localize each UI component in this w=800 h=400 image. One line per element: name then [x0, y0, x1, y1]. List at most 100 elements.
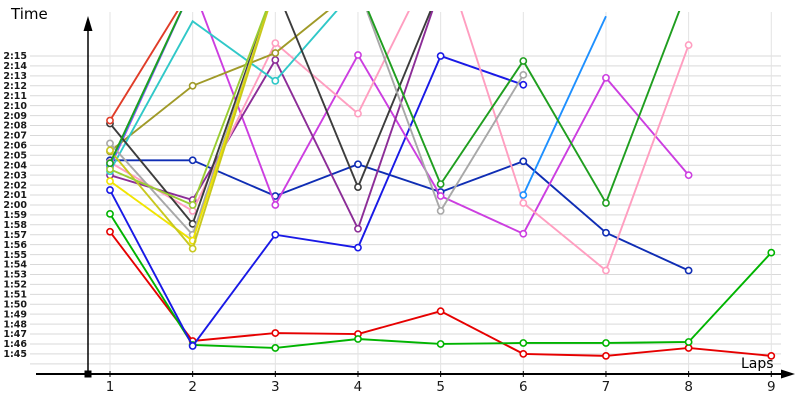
- series-line-black: [109, 11, 432, 226]
- data-point-pink-lap6: [519, 199, 528, 207]
- data-point-blue-lap1: [106, 186, 114, 194]
- x-tick-label-8: 8: [684, 379, 693, 395]
- data-point-gray-lap6: [519, 70, 528, 79]
- y-axis-arrow-icon: [83, 16, 93, 31]
- y-axis-title: Time: [11, 5, 48, 23]
- y-tick-label-1:50: 1:50: [3, 299, 27, 310]
- x-tick-label-4: 4: [354, 379, 363, 395]
- data-point-darkgreen-lap1: [106, 159, 114, 168]
- data-point-blue-lap3: [271, 230, 280, 239]
- data-point-red-lap3: [271, 329, 280, 337]
- data-point-skyblue-lap6: [519, 191, 528, 199]
- data-point-olive-lap2: [188, 81, 197, 90]
- x-tick-label-2: 2: [188, 379, 197, 395]
- data-point-green-lap7: [602, 339, 610, 347]
- data-point-navy-lap8: [684, 266, 693, 275]
- y-tick-label-1:45: 1:45: [3, 349, 27, 360]
- y-tick-label-2:09: 2:09: [3, 111, 27, 122]
- x-axis-arrow-icon: [781, 369, 795, 379]
- y-tick-label-1:53: 1:53: [3, 270, 27, 281]
- data-point-pink-lap4: [354, 109, 362, 118]
- y-tick-label-1:49: 1:49: [3, 309, 27, 320]
- y-tick-label-2:13: 2:13: [3, 71, 27, 82]
- y-tick-label-2:05: 2:05: [3, 151, 27, 162]
- data-point-magenta-lap5: [436, 192, 445, 200]
- data-point-magenta-lap6: [519, 229, 528, 238]
- data-point-orange-lap1: [106, 116, 114, 125]
- series-line-orange: [109, 11, 179, 122]
- data-point-red-lap6: [519, 349, 528, 358]
- series-line-darkgreen: [109, 11, 681, 206]
- series-line-blue: [109, 54, 524, 348]
- x-tick-label-9: 9: [767, 379, 776, 395]
- series-line-olive: [109, 11, 330, 153]
- y-tick-label-2:10: 2:10: [3, 101, 27, 112]
- y-tick-label-1:58: 1:58: [3, 220, 27, 231]
- y-tick-label-1:54: 1:54: [3, 260, 27, 271]
- data-point-purple-lap3: [271, 56, 280, 64]
- x-tick-label-1: 1: [106, 379, 115, 395]
- series-line-skyblue: [109, 11, 183, 166]
- y-tick-label-1:46: 1:46: [3, 339, 27, 350]
- data-point-gold-lap2: [188, 244, 197, 253]
- y-tick-label-2:14: 2:14: [3, 61, 27, 72]
- y-tick-label-2:03: 2:03: [3, 170, 27, 181]
- data-point-blue-lap5: [436, 52, 445, 60]
- y-tick-label-2:08: 2:08: [3, 121, 27, 132]
- axis-origin-marker: [84, 370, 92, 378]
- y-tick-label-1:48: 1:48: [3, 319, 27, 330]
- data-point-navy-lap7: [602, 228, 610, 237]
- data-point-magenta-lap7: [602, 73, 610, 82]
- data-point-green-lap3: [271, 344, 280, 352]
- y-tick-label-2:04: 2:04: [3, 160, 27, 171]
- data-point-darkgreen-lap5: [436, 180, 445, 188]
- data-point-magenta-lap8: [684, 171, 693, 180]
- data-point-black-lap4: [354, 183, 362, 191]
- data-point-gold-lap1: [106, 146, 114, 155]
- data-point-magenta-lap4: [354, 51, 362, 59]
- data-point-green-lap5: [436, 340, 445, 348]
- x-tick-label-6: 6: [519, 379, 528, 395]
- y-tick-label-2:11: 2:11: [3, 91, 27, 102]
- data-point-green-lap6: [519, 339, 528, 347]
- data-point-blue-lap4: [354, 243, 362, 252]
- data-point-blue-lap6: [519, 80, 528, 89]
- x-axis-title: Laps: [741, 356, 774, 372]
- data-point-darkgreen-lap6: [519, 57, 528, 65]
- y-tick-label-2:02: 2:02: [3, 180, 27, 191]
- x-tick-label-3: 3: [271, 379, 280, 395]
- data-point-darkgreen-lap7: [602, 199, 610, 207]
- data-point-navy-lap6: [519, 157, 528, 166]
- y-tick-label-2:06: 2:06: [3, 141, 27, 152]
- data-point-purple-lap4: [354, 224, 362, 233]
- data-point-lightgreen-lap2: [188, 201, 197, 209]
- data-point-red-lap7: [602, 351, 610, 360]
- series-line-cyan: [109, 11, 338, 172]
- data-point-green-lap8: [684, 338, 693, 346]
- data-point-navy-lap4: [354, 160, 362, 169]
- data-point-pink-lap8: [684, 41, 693, 49]
- y-tick-label-2:12: 2:12: [3, 81, 27, 92]
- data-point-green-lap9: [767, 248, 776, 257]
- series-line-skyblue: [522, 15, 607, 196]
- series-line-magenta: [109, 11, 690, 235]
- y-tick-label-1:47: 1:47: [3, 329, 27, 340]
- series-line-gray: [109, 11, 525, 237]
- data-point-navy-lap2: [188, 156, 197, 165]
- data-point-red-lap9: [767, 351, 776, 360]
- data-point-red-lap1: [106, 227, 114, 236]
- y-tick-label-2:00: 2:00: [3, 200, 27, 211]
- y-tick-label-1:55: 1:55: [3, 250, 27, 261]
- data-point-cyan-lap3: [271, 76, 280, 85]
- x-tick-label-7: 7: [602, 379, 611, 395]
- y-tick-label-1:51: 1:51: [3, 290, 27, 301]
- y-tick-label-2:15: 2:15: [3, 51, 27, 62]
- data-point-pink-lap7: [602, 266, 610, 275]
- data-point-gray-lap1: [106, 139, 114, 148]
- y-tick-label-1:57: 1:57: [3, 230, 27, 241]
- data-point-olive-lap3: [271, 49, 280, 57]
- data-point-magenta-lap3: [271, 201, 280, 209]
- data-point-yellow-lap1: [106, 177, 114, 186]
